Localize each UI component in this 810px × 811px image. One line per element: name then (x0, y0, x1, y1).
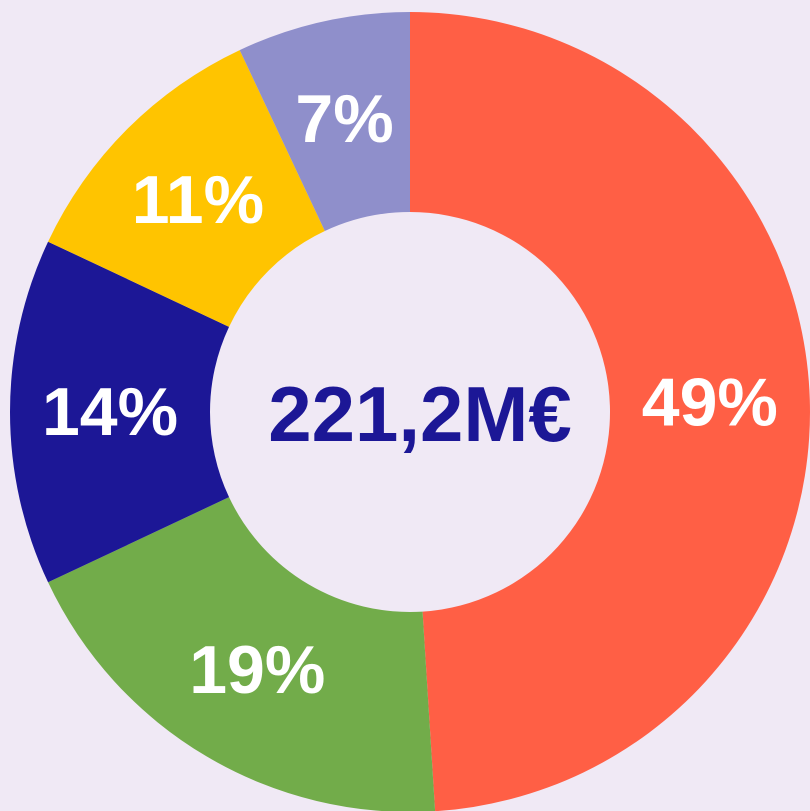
slice (239, 12, 410, 232)
slice (410, 12, 810, 811)
labels: 49% 19% 14% 11% 7% (42, 81, 778, 708)
slice-label: 7% (295, 81, 393, 157)
slice-label: 19% (189, 632, 325, 708)
slice (48, 497, 436, 811)
slice-label: 14% (42, 374, 178, 450)
slices (10, 12, 810, 811)
slice-label: 11% (132, 162, 264, 238)
slice (10, 241, 230, 583)
slice (48, 50, 325, 327)
center-label: 221,2M€ (268, 370, 572, 458)
slice-label: 49% (642, 365, 778, 441)
